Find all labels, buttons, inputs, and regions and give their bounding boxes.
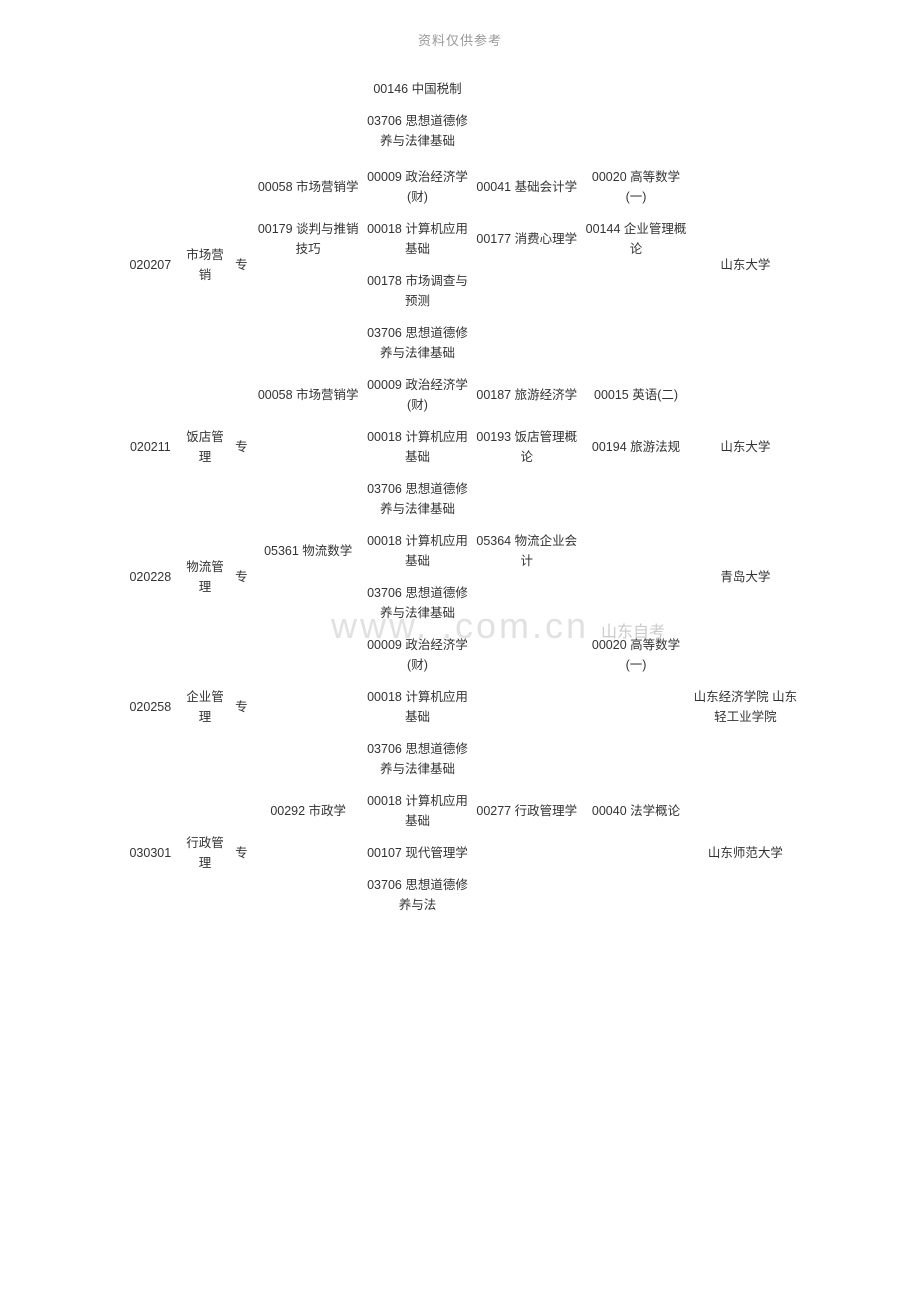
subject-cell: 03706 思想道德修养与法 (363, 869, 472, 921)
subject-cell (472, 473, 581, 525)
subject-cell: 00020 高等数学(一) (581, 161, 690, 213)
subject-cell: 00177 消费心理学 (472, 213, 581, 265)
subject-cell: 00015 英语(二) (581, 369, 690, 421)
subject-cell: 03706 思想道德修养与法律基础 (363, 577, 472, 629)
subject-cell: 00018 计算机应用基础 (363, 525, 472, 577)
subject-cell: 00041 基础会计学 (472, 161, 581, 213)
subject-cell (472, 681, 581, 733)
subject-cell: 00018 计算机应用基础 (363, 213, 472, 265)
subject-cell: 00018 计算机应用基础 (363, 421, 472, 473)
subject-cell (472, 317, 581, 369)
subject-cell (254, 869, 363, 921)
major-code: 020258 (120, 629, 181, 785)
subject-cell (472, 577, 581, 629)
subject-cell (581, 733, 690, 785)
subject-cell (581, 525, 690, 577)
subject-cell: 00020 高等数学(一) (581, 629, 690, 681)
major-level: 专 (229, 525, 253, 629)
subject-cell: 00107 现代管理学 (363, 837, 472, 869)
major-code: 020228 (120, 525, 181, 629)
subject-cell: 03706 思想道德修养与法律基础 (363, 733, 472, 785)
subject-cell: 05364 物流企业会计 (472, 525, 581, 577)
subject-cell: 00193 饭店管理概论 (472, 421, 581, 473)
subject-cell (581, 265, 690, 317)
subject-cell: 00009 政治经济学(财) (363, 161, 472, 213)
school-name: 青岛大学 (691, 525, 800, 629)
subject-cell: 00144 企业管理概论 (581, 213, 690, 265)
subject-cell: 00194 旅游法规 (581, 421, 690, 473)
major-name: 物流管理 (181, 525, 230, 629)
table-row: 030301行政管理专00292 市政学00018 计算机应用基础00277 行… (120, 785, 800, 837)
subject-cell (472, 629, 581, 681)
subject-cell (254, 681, 363, 733)
major-level: 专 (229, 785, 253, 921)
major-level: 专 (229, 161, 253, 369)
subject-cell (254, 837, 363, 869)
major-name: 饭店管理 (181, 369, 230, 525)
subject-cell (254, 421, 363, 473)
orphan-row: 00146 中国税制 03706 思想道德修养与法律基础 (120, 69, 800, 161)
subject-cell: 00018 计算机应用基础 (363, 785, 472, 837)
major-code: 030301 (120, 785, 181, 921)
table-row: 020228物流管理专05361 物流数学00018 计算机应用基础05364 … (120, 525, 800, 577)
major-level: 专 (229, 629, 253, 785)
school-name: 山东经济学院 山东轻工业学院 (691, 629, 800, 785)
subject-cell: 00009 政治经济学(财) (363, 369, 472, 421)
subject-cell (581, 577, 690, 629)
subject-cell (472, 837, 581, 869)
major-name: 市场营销 (181, 161, 230, 369)
subject-cell: 00058 市场营销学 (254, 161, 363, 213)
subject-cell (472, 265, 581, 317)
subject-cell: 00058 市场营销学 (254, 369, 363, 421)
table-row: 020211饭店管理专00058 市场营销学00009 政治经济学(财)0018… (120, 369, 800, 421)
subject-cell (581, 837, 690, 869)
subject-cell: 00277 行政管理学 (472, 785, 581, 837)
school-name: 山东大学 (691, 369, 800, 525)
subject-cell (581, 681, 690, 733)
subject-cell: 00178 市场调查与预测 (363, 265, 472, 317)
content-wrapper: 00146 中国税制 03706 思想道德修养与法律基础 020207市场营销专… (0, 69, 920, 921)
school-name: 山东师范大学 (691, 785, 800, 921)
orphan-cell-1: 00146 中国税制 03706 思想道德修养与法律基础 (363, 69, 472, 161)
course-table: 00146 中国税制 03706 思想道德修养与法律基础 020207市场营销专… (120, 69, 800, 921)
subject-cell (254, 733, 363, 785)
subject-cell: 00292 市政学 (254, 785, 363, 837)
subject-cell: 00009 政治经济学(财) (363, 629, 472, 681)
major-code: 020207 (120, 161, 181, 369)
subject-cell (581, 473, 690, 525)
subject-cell: 00179 谈判与推销技巧 (254, 213, 363, 265)
major-name: 行政管理 (181, 785, 230, 921)
major-name: 企业管理 (181, 629, 230, 785)
subject-cell: 03706 思想道德修养与法律基础 (363, 473, 472, 525)
subject-cell: 00187 旅游经济学 (472, 369, 581, 421)
subject-cell: 00040 法学概论 (581, 785, 690, 837)
subject-cell (254, 629, 363, 681)
major-code: 020211 (120, 369, 181, 525)
page-header: 资料仅供参考 (0, 0, 920, 69)
subject-cell (254, 473, 363, 525)
subject-cell (472, 733, 581, 785)
table-row: 020207市场营销专00058 市场营销学00009 政治经济学(财)0004… (120, 161, 800, 213)
subject-cell (581, 869, 690, 921)
subject-cell (581, 317, 690, 369)
subject-cell: 03706 思想道德修养与法律基础 (363, 317, 472, 369)
subject-cell (254, 265, 363, 317)
subject-cell (472, 869, 581, 921)
table-row: 020258企业管理专00009 政治经济学(财)00020 高等数学(一)山东… (120, 629, 800, 681)
school-name: 山东大学 (691, 161, 800, 369)
subject-cell (254, 577, 363, 629)
subject-cell: 05361 物流数学 (254, 525, 363, 577)
subject-cell: 00018 计算机应用基础 (363, 681, 472, 733)
subject-cell (254, 317, 363, 369)
major-level: 专 (229, 369, 253, 525)
